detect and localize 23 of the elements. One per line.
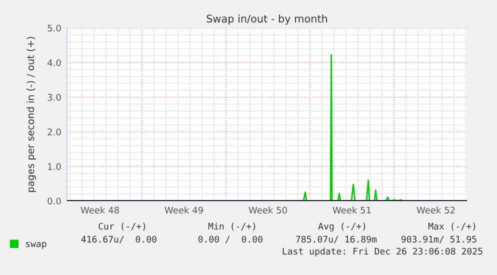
text: Max (-/+) bbox=[428, 222, 476, 231]
text: Avg (-/+) bbox=[318, 222, 366, 232]
chart-title: Swap in/out - by month bbox=[206, 14, 328, 25]
x-tick-label: Week 50 bbox=[248, 206, 287, 214]
text: 416.67u/ 0.00 bbox=[81, 236, 156, 244]
y-tick-label: 4.0 bbox=[48, 59, 61, 66]
x-tick-label: Week 48 bbox=[80, 206, 119, 214]
x-tick-label: Week 52 bbox=[416, 206, 455, 214]
y-tick-label: 1.0 bbox=[48, 163, 61, 170]
y-tick-label: 0.0 bbox=[48, 198, 61, 205]
text: Last update: Fri Dec 26 23:06:08 2025 bbox=[282, 248, 482, 256]
x-tick-label: Week 51 bbox=[332, 206, 371, 214]
text: 0.00 / 0.00 bbox=[198, 236, 262, 244]
legend-label: swap bbox=[26, 242, 46, 249]
text: 785.07u/ 16.89m bbox=[296, 236, 377, 244]
y-axis-title: pages per second in (-) / out (+) bbox=[26, 36, 36, 192]
y-tick-label: 2.0 bbox=[48, 128, 61, 136]
x-tick-label: Week 49 bbox=[164, 206, 203, 214]
y-tick-label: 5.0 bbox=[48, 24, 61, 32]
y-tick-label: 3.0 bbox=[48, 94, 61, 101]
text: 903.91m/ 51.95 bbox=[401, 236, 476, 244]
text: Min (-/+) bbox=[208, 222, 256, 231]
text: Cur (-/+) bbox=[98, 222, 146, 231]
